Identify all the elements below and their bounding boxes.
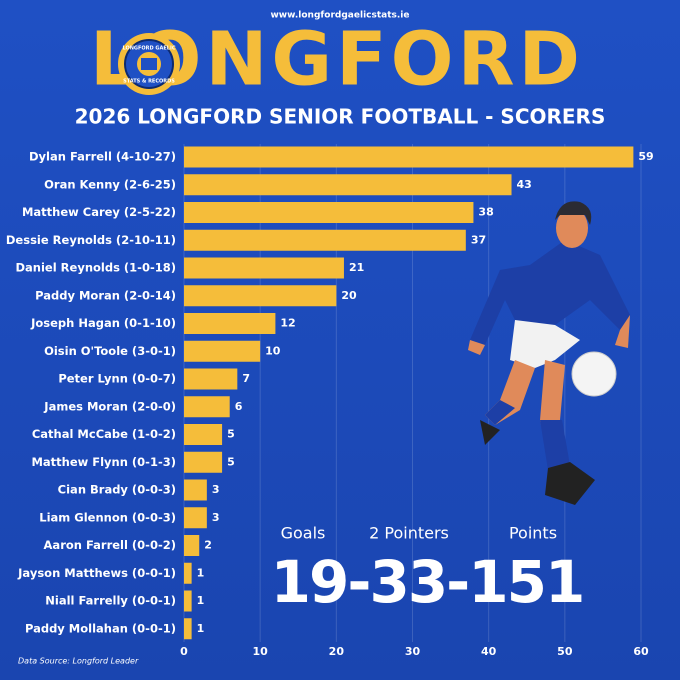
y-tick-label: Aaron Farrell (0-0-2) [44, 538, 176, 552]
bar [184, 257, 344, 279]
bar [184, 424, 223, 445]
value-label: 1 [197, 566, 205, 579]
bar [184, 618, 192, 640]
y-tick-label: Oran Kenny (2-6-25) [44, 177, 176, 191]
bar [184, 313, 276, 334]
y-tick-label: Joseph Hagan (0-1-10) [30, 316, 176, 330]
value-label: 5 [227, 455, 235, 468]
x-tick-label: 60 [633, 645, 649, 658]
x-tick-label: 40 [481, 645, 497, 658]
y-tick-label: Daniel Reynolds (1-0-18) [15, 261, 176, 275]
value-label: 1 [197, 622, 205, 635]
y-tick-label: Oisin O'Toole (3-0-1) [44, 344, 176, 358]
bar [184, 146, 634, 168]
bar [184, 590, 192, 612]
totals-score: 19-33-151 [271, 548, 584, 616]
bar [184, 396, 230, 418]
x-tick-label: 30 [405, 645, 421, 658]
x-tick-label: 0 [180, 645, 188, 658]
value-label: 3 [212, 483, 220, 496]
totals-label: Points [509, 524, 557, 543]
bar [184, 562, 192, 584]
value-label: 5 [227, 428, 235, 441]
bar [184, 229, 466, 251]
y-tick-label: Peter Lynn (0-0-7) [58, 372, 176, 386]
value-label: 3 [212, 511, 220, 524]
x-tick-label: 50 [557, 645, 573, 658]
logo-top: LONGFORD GAELIC [122, 46, 175, 52]
url: www.longfordgaelicstats.ie [270, 11, 409, 21]
bar [184, 202, 474, 223]
totals-label: Goals [281, 524, 326, 543]
y-tick-label: Cathal McCabe (1-0-2) [32, 427, 176, 441]
y-tick-label: Paddy Mollahan (0-0-1) [25, 621, 176, 635]
value-label: 2 [204, 539, 212, 552]
player-illustration [468, 201, 630, 505]
subtitle: 2026 LONGFORD SENIOR FOOTBALL - SCORERS [75, 105, 606, 129]
value-label: 37 [471, 233, 486, 246]
y-tick-label: Niall Farrelly (0-0-1) [45, 594, 176, 608]
y-tick-label: Liam Glennon (0-0-3) [39, 510, 176, 524]
value-label: 1 [197, 594, 205, 607]
y-tick-label: Matthew Flynn (0-1-3) [31, 455, 176, 469]
y-tick-label: James Moran (2-0-0) [43, 399, 176, 413]
logo-bottom: STATS & RECORDS [123, 79, 175, 85]
y-tick-label: Paddy Moran (2-0-14) [35, 288, 176, 302]
value-label: 21 [349, 261, 364, 274]
bar [184, 451, 223, 473]
source: Data Source: Longford Leader [18, 657, 139, 666]
value-label: 6 [235, 400, 243, 413]
bar [184, 174, 512, 196]
bar [184, 479, 207, 501]
value-label: 7 [242, 372, 250, 385]
logo: LONGFORD GAELIC STATS & RECORDS [118, 33, 180, 95]
bar [184, 340, 261, 362]
y-tick-label: Dylan Farrell (4-10-27) [29, 150, 176, 164]
value-label: 38 [478, 206, 493, 219]
value-label: 20 [341, 289, 357, 302]
value-label: 43 [517, 178, 532, 191]
x-tick-label: 10 [253, 645, 269, 658]
bar [184, 535, 200, 556]
x-tick-label: 20 [329, 645, 345, 658]
totals-label: 2 Pointers [369, 524, 449, 543]
y-tick-label: Dessie Reynolds (2-10-11) [6, 233, 176, 247]
y-tick-label: Cian Brady (0-0-3) [58, 483, 176, 497]
y-tick-label: Matthew Carey (2-5-22) [22, 205, 176, 219]
value-label: 10 [265, 344, 281, 357]
value-label: 12 [280, 317, 295, 330]
value-label: 59 [638, 150, 653, 163]
bar [184, 368, 238, 390]
y-tick-label: Jayson Matthews (0-0-1) [17, 566, 176, 580]
bar [184, 507, 207, 529]
bar [184, 285, 337, 307]
